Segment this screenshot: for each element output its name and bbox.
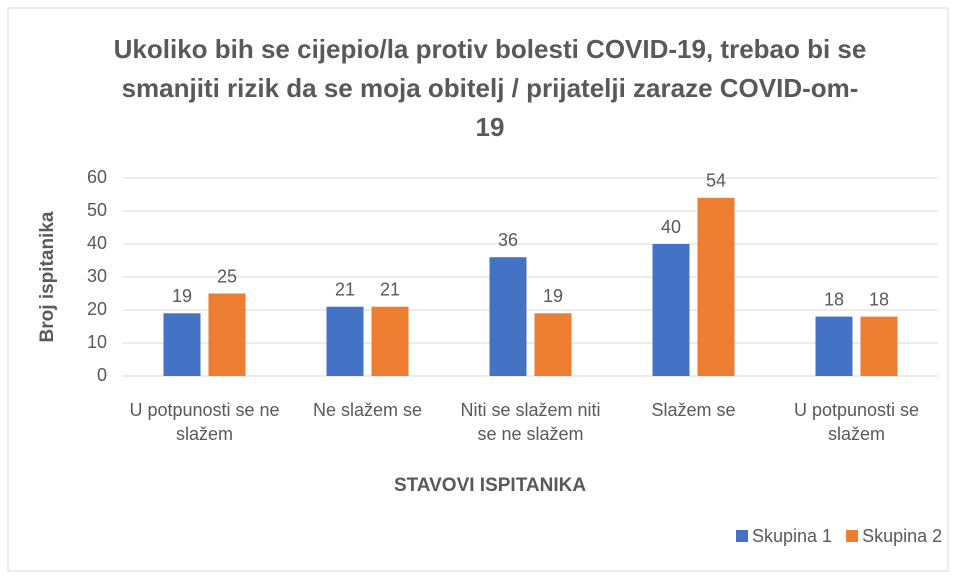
data-label: 21 [335,279,355,299]
x-tick-label: Niti se slažem niti se ne slažem [460,400,601,444]
x-axis-label: STAVOVI ISPITANIKA [394,475,586,496]
bar [208,293,246,376]
bar [815,316,853,376]
bar [652,244,690,376]
chart-border [7,7,949,572]
x-tick-label: U potpunosti se ne slažem [129,400,280,444]
legend-label: Skupina 1 [752,526,832,546]
legend-swatch [736,530,748,542]
legend-label: Skupina 2 [862,526,942,546]
y-tick-label: 0 [97,365,107,385]
data-label: 19 [543,286,563,306]
bar [371,306,409,376]
bar [326,306,364,376]
data-label: 21 [380,279,400,299]
y-tick-label: 40 [87,233,107,253]
y-tick-label: 50 [87,200,107,220]
data-label: 36 [498,230,518,250]
y-tick-label: 30 [87,266,107,286]
x-tick-label: Slažem se [651,400,736,420]
y-tick-label: 10 [87,332,107,352]
chart-title: Ukoliko bih se cijepio/la protiv bolesti… [113,34,867,142]
x-tick-label: U potpunosti se slažem [793,400,920,444]
bar [860,316,898,376]
y-tick-label: 60 [87,167,107,187]
legend-swatch [846,530,859,542]
bar [697,197,735,376]
y-tick-label: 20 [87,299,107,319]
data-label: 18 [824,289,844,309]
bar [534,313,572,376]
bar [489,257,527,376]
y-axis-label: Broj ispitanika [37,211,58,342]
bar [163,313,201,376]
x-tick-label: Ne slažem se [312,400,423,420]
data-label: 54 [706,171,726,191]
data-label: 40 [661,217,681,237]
data-label: 18 [869,289,889,309]
data-label: 19 [172,286,192,306]
data-label: 25 [217,266,237,286]
